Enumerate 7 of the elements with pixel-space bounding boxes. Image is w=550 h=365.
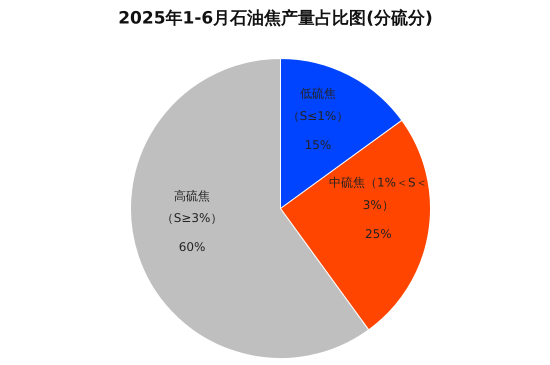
- data-label: 25%: [364, 226, 392, 241]
- data-label: 15%: [304, 138, 332, 152]
- chart-title: 2025年1-6月石油焦产量占比图(分硫分): [118, 8, 433, 28]
- data-label: 60%: [178, 240, 206, 254]
- slice-label: 低硫焦（S≤1%）: [288, 86, 348, 123]
- slice-label: 高硫焦（S≥3%）: [162, 188, 222, 226]
- slice-label: 中硫焦（1%＜S＜3%）: [328, 176, 428, 212]
